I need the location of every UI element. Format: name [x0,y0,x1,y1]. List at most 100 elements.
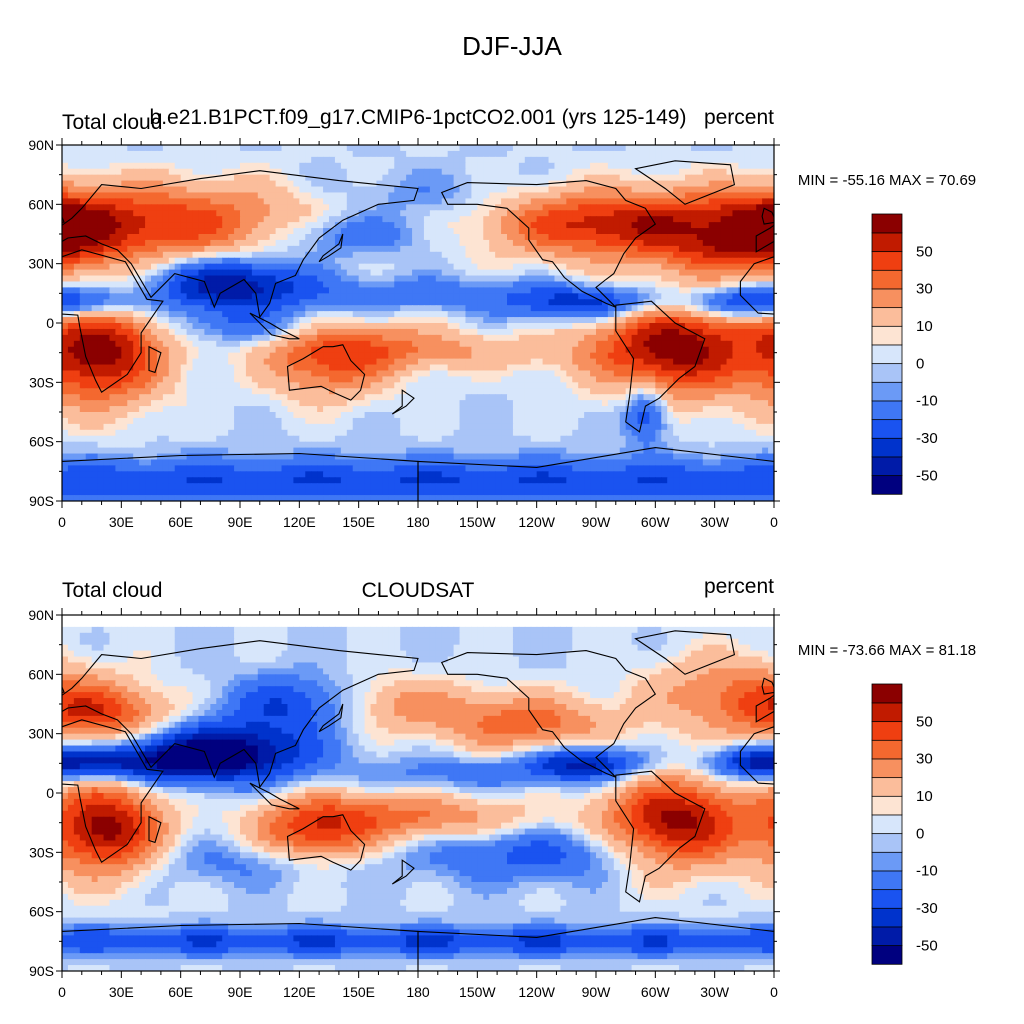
field-cell [263,340,271,348]
field-cell [512,305,520,312]
field-cell [560,346,567,354]
field-cell [590,352,597,360]
field-cell [536,299,544,306]
field-cell [376,293,383,300]
field-cell [601,287,609,294]
field-cell [465,275,472,283]
field-cell [441,346,449,354]
field-cell [323,251,330,259]
field-cell [489,305,496,312]
field-cell [210,370,217,377]
field-cell [299,174,306,182]
field-cell [572,382,579,389]
field-cell [637,293,645,300]
field-cell [471,364,478,372]
field-cell [162,204,170,211]
field-cell [293,305,300,312]
field-cell [596,150,603,158]
field-cell [756,263,763,271]
field-cell [162,174,170,182]
field-cell [127,388,134,395]
field-cell [429,192,437,199]
field-cell [714,269,722,277]
field-cell [329,323,336,330]
field-cell [441,150,449,158]
field-cell [67,174,75,182]
field-cell [293,299,300,306]
field-cell [168,275,176,283]
field-cell [584,228,591,235]
field-cell [690,216,698,223]
field-cell [103,323,111,330]
field-cell [495,370,502,377]
field-cell [483,281,490,288]
field-cell [210,328,217,336]
field-cell [524,145,532,152]
field-cell [168,257,176,265]
field-cell [702,257,710,265]
field-cell [145,376,152,383]
field-cell [222,210,229,217]
field-cell [210,317,217,324]
field-cell [596,305,603,312]
field-cell [192,323,200,330]
field-cell [346,364,354,372]
field-cell [299,210,306,217]
field-cell [738,180,745,188]
field-cell [619,346,627,354]
field-cell [578,269,585,277]
field-cell [180,192,188,199]
field-cell [590,228,597,235]
field-cell [394,216,401,223]
field-cell [251,299,259,306]
field-cell [447,192,455,199]
field-cell [192,198,200,205]
field-cell [240,228,247,235]
field-cell [245,198,253,205]
field-cell [109,275,116,283]
field-cell [507,174,514,182]
field-cell [696,192,704,199]
field-cell [145,150,152,158]
field-cell [162,257,170,265]
field-cell [554,370,561,377]
field-cell [536,358,544,366]
field-cell [145,364,152,372]
field-cell [619,228,627,235]
field-cell [109,234,116,241]
field-cell [495,145,502,152]
field-cell [305,162,312,170]
field-cell [67,340,75,348]
field-cell [388,311,395,318]
field-cell [358,245,366,253]
field-cell [323,376,330,383]
field-cell [323,156,330,164]
field-cell [62,334,69,342]
field-cell [495,358,502,366]
field-cell [768,257,774,265]
field-cell [352,210,360,217]
field-cell [329,210,336,217]
field-cell [228,275,235,283]
field-cell [726,228,734,235]
field-cell [210,334,217,342]
field-cell [667,370,674,377]
field-cell [103,275,111,283]
field-cell [198,293,205,300]
field-cell [85,210,93,217]
field-cell [400,180,407,188]
field-cell [530,311,538,318]
field-cell [62,293,69,300]
field-cell [596,222,603,229]
field-cell [548,263,556,271]
field-cell [542,186,550,194]
field-cell [388,228,395,235]
field-cell [518,370,526,377]
field-cell [186,198,194,205]
field-cell [631,269,639,277]
field-cell [323,162,330,170]
field-cell [423,222,431,229]
field-cell [554,317,561,324]
field-cell [619,340,627,348]
field-cell [73,346,81,354]
